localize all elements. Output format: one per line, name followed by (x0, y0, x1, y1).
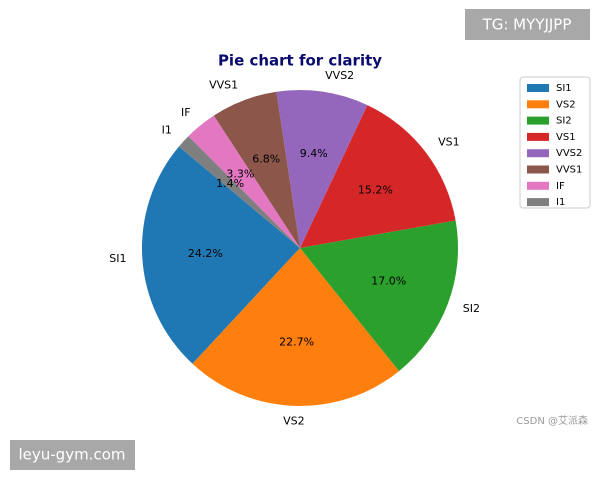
slice-label: SI1 (109, 252, 126, 265)
pie-slice (213, 91, 300, 248)
value-label: 1.4% (216, 177, 244, 190)
value-label: 22.7% (279, 336, 314, 349)
value-label: 24.2% (188, 247, 223, 260)
slice-label: VS1 (438, 135, 460, 148)
legend-label: SI1 (556, 83, 572, 94)
legend-swatch (527, 198, 549, 207)
pie-slice (300, 220, 459, 372)
legend-box (519, 76, 591, 209)
legend-label: VVS1 (556, 165, 582, 176)
legend-swatch (527, 181, 549, 190)
watermark-box (10, 440, 135, 470)
watermark: leyu-gym.com (18, 446, 125, 464)
legend-swatch (527, 149, 549, 158)
legend-label: VS1 (556, 132, 576, 143)
chart-title: Pie chart for clarity (218, 52, 382, 70)
legend-swatch (527, 116, 549, 125)
watermark: TG: MYYJJPP (482, 16, 572, 34)
pie-slice (141, 146, 300, 364)
value-label: 9.4% (300, 147, 328, 160)
legend-swatch (527, 132, 549, 141)
pie-slice (276, 89, 368, 248)
value-label: 15.2% (358, 183, 393, 196)
credit: CSDN @艾派森 (516, 414, 588, 427)
watermark-box (465, 9, 590, 40)
slice-label: VVS1 (209, 79, 238, 92)
value-label: 6.8% (252, 152, 280, 165)
slice-label: VVS2 (325, 69, 354, 82)
slice-label: I1 (162, 124, 172, 137)
legend-swatch (527, 84, 549, 92)
legend-swatch (527, 165, 549, 174)
pie-slice (300, 105, 456, 249)
value-label: 3.3% (226, 167, 254, 180)
legend-label: VS2 (556, 99, 576, 110)
pie-slice (178, 136, 300, 248)
legend-label: I1 (556, 197, 565, 208)
legend-swatch (527, 100, 549, 109)
slice-label: IF (181, 106, 191, 119)
legend-label: IF (556, 181, 565, 192)
slice-label: SI2 (463, 302, 480, 315)
pie-slice (188, 115, 300, 249)
pie-slice (192, 248, 400, 406)
value-label: 17.0% (371, 274, 406, 287)
legend-label: VVS2 (556, 148, 582, 159)
legend-label: SI2 (556, 116, 572, 127)
slice-label: VS2 (283, 415, 305, 428)
